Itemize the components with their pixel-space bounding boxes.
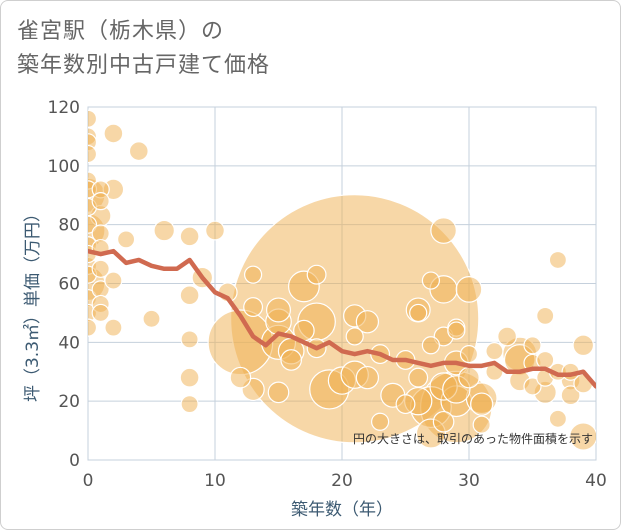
data-bubble <box>497 326 518 347</box>
data-bubble <box>355 310 380 334</box>
data-bubble <box>447 321 466 340</box>
chart-title-line1: 雀宮駅（栃木県）の <box>17 19 225 44</box>
data-bubble <box>569 422 596 451</box>
y-tick-label: 0 <box>69 451 80 471</box>
y-tick-label: 40 <box>58 333 80 353</box>
y-tick-label: 20 <box>58 392 80 412</box>
data-bubble <box>128 141 149 162</box>
chart-title-line2: 築年数別中古戸建て価格 <box>17 53 271 78</box>
data-bubble <box>103 123 124 144</box>
data-bubble <box>180 395 199 414</box>
x-tick-label: 0 <box>83 471 94 491</box>
data-bubble <box>560 385 581 406</box>
data-bubble <box>104 271 123 290</box>
data-bubble <box>244 265 263 284</box>
data-bubble <box>395 394 416 415</box>
x-tick-label: 20 <box>331 471 353 491</box>
data-bubble <box>421 271 440 290</box>
data-bubble <box>371 412 390 431</box>
data-bubble <box>116 230 136 249</box>
data-bubble <box>455 276 483 303</box>
data-bubble <box>306 264 327 285</box>
data-bubble <box>408 367 429 388</box>
data-bubble <box>179 226 200 247</box>
data-bubble <box>421 336 440 355</box>
data-bubble <box>179 367 200 388</box>
data-bubble <box>205 220 225 241</box>
data-bubble <box>142 309 161 328</box>
data-bubble <box>243 297 264 317</box>
x-tick-label: 40 <box>585 471 607 491</box>
y-tick-label: 120 <box>48 98 80 118</box>
average-price-line <box>88 248 596 389</box>
data-bubble <box>472 415 491 434</box>
data-bubble <box>91 192 110 211</box>
data-bubble <box>548 250 568 270</box>
x-tick-label: 10 <box>204 471 226 491</box>
data-bubble <box>536 306 555 325</box>
y-tick-label: 80 <box>58 216 80 236</box>
chart-title: 雀宮駅（栃木県）の 築年数別中古戸建て価格 <box>17 15 270 83</box>
data-bubble <box>459 345 479 364</box>
data-bubble <box>153 219 175 242</box>
data-bubble <box>280 349 302 371</box>
data-bubble <box>88 144 98 164</box>
data-bubble <box>104 318 123 337</box>
y-tick-label: 100 <box>48 157 80 177</box>
data-bubble <box>523 377 542 396</box>
x-tick-label: 30 <box>458 471 480 491</box>
data-bubble <box>229 366 252 389</box>
data-bubble <box>345 327 364 346</box>
data-bubble <box>485 342 504 361</box>
data-bubble <box>458 366 480 389</box>
data-bubble <box>548 409 568 428</box>
y-axis-label: 坪（3.3㎡）単価（万円） <box>23 205 43 402</box>
data-bubble <box>355 365 380 390</box>
data-bubble <box>88 109 98 128</box>
data-bubble <box>88 318 98 337</box>
data-bubble <box>266 297 292 323</box>
data-bubble <box>409 303 428 323</box>
data-bubble <box>91 303 110 323</box>
x-axis-label: 築年数（年） <box>291 500 393 520</box>
bubble-size-note: 円の大きさは、取引のあった物件面積を示す <box>353 431 593 446</box>
data-bubble <box>523 336 542 355</box>
y-tick-label: 60 <box>58 275 80 295</box>
bubble-layer <box>88 109 596 451</box>
data-bubble <box>180 330 199 349</box>
data-bubble <box>267 381 290 404</box>
data-bubble <box>91 259 110 278</box>
data-bubble <box>432 410 455 433</box>
data-bubble <box>470 392 494 416</box>
data-bubble <box>430 217 457 244</box>
data-bubble <box>572 334 595 357</box>
data-bubble <box>179 285 200 306</box>
